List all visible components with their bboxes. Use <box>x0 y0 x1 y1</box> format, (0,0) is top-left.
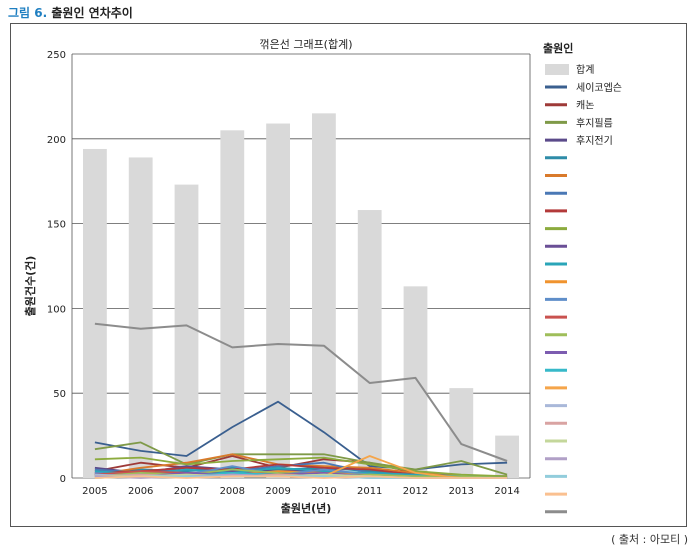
y-tick-label: 50 <box>53 389 66 400</box>
bar <box>357 210 382 479</box>
legend-label: 합계 <box>576 64 594 76</box>
bar <box>128 157 153 478</box>
x-tick-label: 2006 <box>128 486 153 497</box>
bar <box>82 148 107 478</box>
y-tick-label: 100 <box>47 304 66 315</box>
legend-label: 후지전기 <box>576 135 613 147</box>
legend-label: 후지필름 <box>576 117 613 129</box>
x-tick-label: 2013 <box>449 486 474 497</box>
figure-caption: 그림 6. 출원인 연차추이 <box>8 4 133 21</box>
legend-swatch-bar <box>545 64 569 75</box>
series-line <box>94 441 508 476</box>
x-tick-label: 2005 <box>82 486 107 497</box>
x-tick-label: 2009 <box>265 486 290 497</box>
x-tick-label: 2010 <box>311 486 336 497</box>
x-tick-label: 2012 <box>403 486 428 497</box>
series-line <box>94 456 508 478</box>
x-tick-label: 2014 <box>494 486 519 497</box>
chart-title: 꺾은선 그래프(합계) <box>259 38 352 51</box>
y-tick-label: 0 <box>60 474 66 485</box>
figure-number: 그림 6. <box>8 6 48 20</box>
y-tick-label: 200 <box>47 135 66 146</box>
series-line <box>94 322 508 462</box>
bar-series <box>82 113 520 479</box>
y-axis-label: 출원건수(건) <box>23 256 37 317</box>
bar <box>220 130 245 478</box>
bar <box>266 123 291 478</box>
figure-title: 출원인 연차추이 <box>51 6 133 20</box>
axes: 0 50 100 150 200 250 2005 2006 2007 2008 2009 2010 2… <box>47 50 531 497</box>
bar <box>449 388 474 478</box>
bar <box>311 113 336 479</box>
series-line <box>94 475 508 479</box>
chart-svg: 0 50 100 150 200 250 2005 2006 2007 2008 2009 2010 2… <box>23 38 622 515</box>
x-axis-label: 출원년(년) <box>281 501 332 515</box>
legend-label: 캐논 <box>576 100 594 112</box>
legend-label: 세이코엡슨 <box>576 82 622 94</box>
y-tick-label: 150 <box>47 220 66 231</box>
legend-title: 출원인 <box>543 41 573 55</box>
x-tick-label: 2007 <box>174 486 199 497</box>
bar <box>495 435 520 478</box>
line-series <box>94 322 508 479</box>
source-note: ( 출처 : 아모티 ) <box>611 533 688 546</box>
x-tick-label: 2008 <box>220 486 245 497</box>
bar <box>403 286 428 478</box>
x-tick-label: 2011 <box>357 486 382 497</box>
y-tick-label: 250 <box>47 50 66 61</box>
bar <box>174 184 199 479</box>
chart-frame: 0 50 100 150 200 250 2005 2006 2007 2008 2009 2010 2… <box>10 23 687 527</box>
